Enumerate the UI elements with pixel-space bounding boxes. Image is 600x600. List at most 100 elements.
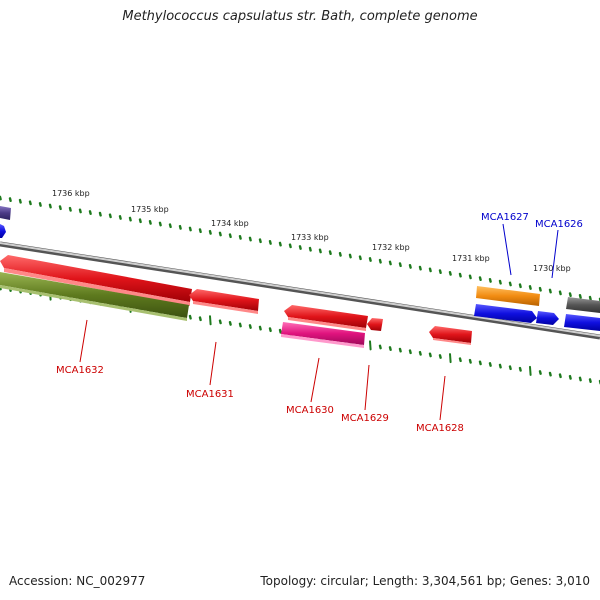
gene-label-MCA1630[interactable]: MCA1630 xyxy=(286,405,334,416)
inner-minor-tick xyxy=(248,324,252,329)
outer-minor-tick xyxy=(588,295,592,301)
outer-minor-tick xyxy=(568,292,572,298)
outer-minor-tick xyxy=(468,274,472,280)
outer-minor-tick xyxy=(378,258,382,264)
gene-left-purple[interactable] xyxy=(0,206,11,220)
outer-minor-tick xyxy=(558,290,562,296)
inner-minor-tick xyxy=(398,347,402,353)
gene-label-MCA1628[interactable]: MCA1628 xyxy=(416,423,464,434)
outer-minor-tick xyxy=(298,245,302,250)
outer-minor-tick xyxy=(68,206,72,212)
outer-minor-tick xyxy=(0,195,2,201)
gene-MCA1627-blue[interactable] xyxy=(474,304,537,323)
gene-MCA1631[interactable] xyxy=(189,289,259,314)
inner-minor-tick xyxy=(558,373,562,379)
outer-minor-tick xyxy=(188,226,192,232)
outer-minor-tick xyxy=(148,219,152,225)
outer-minor-tick xyxy=(538,286,542,292)
outer-minor-tick xyxy=(408,264,412,269)
kbp-label-1732: 1732 kbp xyxy=(372,243,410,252)
outer-minor-tick xyxy=(318,248,322,254)
accession-text: Accession: NC_002977 xyxy=(9,574,146,588)
gene-label-MCA1629[interactable]: MCA1629 xyxy=(341,413,389,424)
outer-minor-tick xyxy=(428,267,432,273)
gene-label-MCA1627[interactable]: MCA1627 xyxy=(481,212,529,223)
outer-minor-tick xyxy=(448,270,452,276)
outer-minor-tick xyxy=(108,213,112,219)
leader-MCA1626 xyxy=(551,229,559,279)
inner-minor-tick xyxy=(518,366,522,372)
outer-minor-tick xyxy=(438,269,442,275)
inner-minor-tick xyxy=(388,346,392,351)
outer-minor-tick xyxy=(218,231,222,237)
outer-minor-tick xyxy=(358,255,362,261)
gene-MCA1630-magenta[interactable] xyxy=(281,322,365,348)
inner-minor-tick xyxy=(488,362,492,367)
inner-minor-tick xyxy=(498,363,502,369)
outer-minor-tick xyxy=(328,250,332,256)
inner-minor-tick xyxy=(378,344,382,350)
kbp-label-1736: 1736 kbp xyxy=(52,189,90,198)
outer-minor-tick xyxy=(78,208,82,214)
outer-minor-tick xyxy=(278,241,282,247)
inner-minor-tick xyxy=(408,349,412,355)
inner-minor-tick xyxy=(278,328,282,334)
inner-minor-tick xyxy=(548,371,552,377)
gene-left-blue[interactable] xyxy=(0,224,6,238)
outer-minor-tick xyxy=(288,243,292,249)
gene-label-MCA1626[interactable]: MCA1626 xyxy=(535,219,583,230)
kbp-label-1731: 1731 kbp xyxy=(452,254,490,263)
kbp-label-1733: 1733 kbp xyxy=(291,233,329,242)
outer-minor-tick xyxy=(248,236,252,242)
leader-MCA1629 xyxy=(364,364,370,411)
outer-minor-tick xyxy=(98,211,102,217)
gene-label-MCA1632[interactable]: MCA1632 xyxy=(56,365,104,376)
inner-minor-tick xyxy=(578,376,582,382)
inner-minor-tick xyxy=(268,327,272,333)
gene-label-MCA1631[interactable]: MCA1631 xyxy=(186,389,234,400)
outer-minor-tick xyxy=(198,228,202,234)
genome-summary-text: Topology: circular; Length: 3,304,561 bp… xyxy=(260,574,590,588)
gene-MCA1629[interactable] xyxy=(367,318,383,331)
gene-MCA1626[interactable] xyxy=(536,311,559,325)
inner-minor-tick xyxy=(438,354,442,359)
gene-MCA1632[interactable] xyxy=(0,255,192,306)
leader-MCA1631 xyxy=(209,341,217,386)
outer-minor-tick xyxy=(128,216,132,222)
inner-minor-tick xyxy=(228,321,232,326)
outer-minor-tick xyxy=(238,234,242,240)
inner-minor-tick xyxy=(188,314,192,320)
outer-minor-tick xyxy=(548,288,552,294)
outer-minor-tick xyxy=(388,260,392,266)
gene-MCA1627[interactable] xyxy=(476,286,540,306)
outer-minor-tick xyxy=(28,200,32,206)
outer-minor-tick xyxy=(268,240,272,245)
kbp-label-1734: 1734 kbp xyxy=(211,219,249,228)
inner-minor-tick xyxy=(218,319,222,325)
outer-minor-tick xyxy=(18,198,22,204)
gene-MCA1628[interactable] xyxy=(429,326,472,345)
outer-minor-tick xyxy=(208,229,212,235)
outer-minor-tick xyxy=(478,276,482,282)
outer-minor-tick xyxy=(118,215,122,220)
outer-minor-tick xyxy=(418,265,422,271)
outer-minor-tick xyxy=(48,203,52,209)
outer-minor-tick xyxy=(88,210,92,215)
gene-MCA1632-olive[interactable] xyxy=(0,272,189,321)
gene-right-gray[interactable] xyxy=(566,297,600,313)
gene-right-blue[interactable] xyxy=(564,314,600,331)
gene-MCA1630[interactable] xyxy=(284,305,368,331)
outer-minor-tick xyxy=(168,223,172,229)
inner-major-tick xyxy=(529,365,532,376)
kbp-label-1735: 1735 kbp xyxy=(131,205,169,214)
outer-minor-tick xyxy=(178,224,182,230)
outer-minor-tick xyxy=(348,253,352,259)
leader-MCA1630 xyxy=(310,357,320,403)
outer-minor-tick xyxy=(138,218,142,224)
inner-minor-tick xyxy=(258,325,262,331)
inner-minor-tick xyxy=(538,370,542,375)
outer-minor-tick xyxy=(368,257,372,262)
outer-minor-tick xyxy=(458,272,462,278)
inner-minor-tick xyxy=(478,360,482,366)
